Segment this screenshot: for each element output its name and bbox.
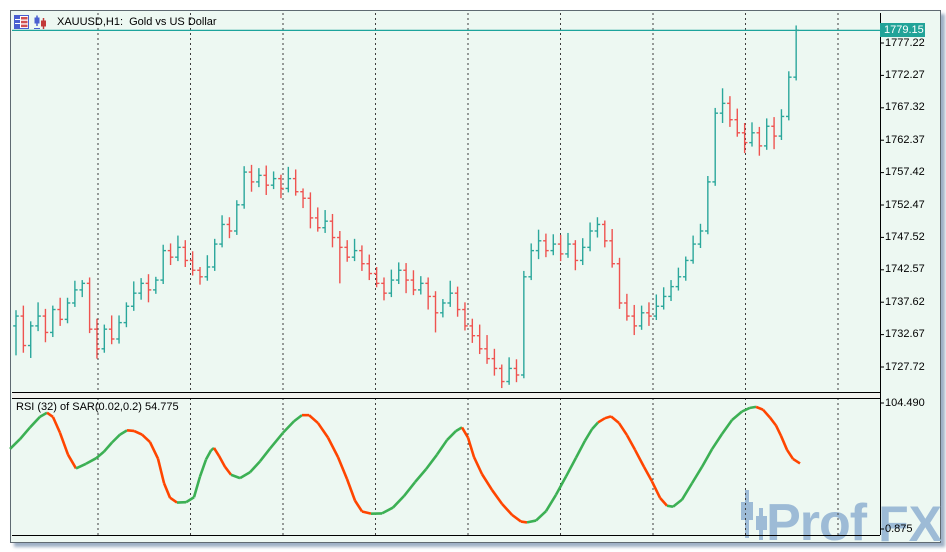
symbol-header: XAUUSD,H1: Gold vs US Dollar: [14, 14, 217, 30]
indicator-label: RSI (32) of SAR(0.02,0.2) 54.775: [16, 401, 179, 413]
candlestick-chart-icon[interactable]: [33, 15, 48, 29]
ohlc-bars: [13, 25, 799, 388]
symbol-label: XAUUSD,H1: Gold vs US Dollar: [57, 15, 217, 29]
rsi-line: [10, 407, 800, 523]
plot-borders: [12, 13, 881, 536]
bar-chart-icon[interactable]: [14, 15, 29, 29]
